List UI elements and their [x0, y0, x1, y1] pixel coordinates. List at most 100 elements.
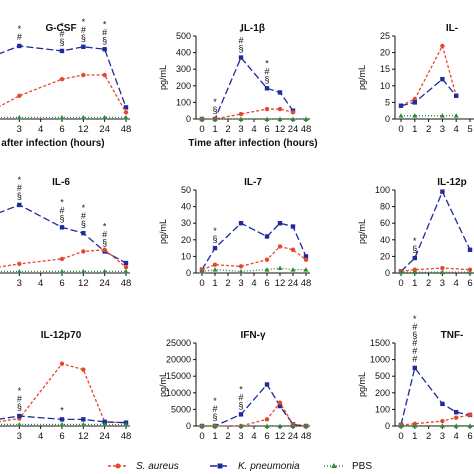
data-point	[303, 257, 309, 262]
data-point	[102, 47, 107, 52]
significance-mark: *	[103, 19, 107, 29]
data-point	[16, 421, 22, 427]
data-point	[123, 105, 129, 110]
data-point	[238, 221, 244, 226]
data-point	[59, 256, 65, 262]
data-point	[59, 48, 65, 54]
data-point	[123, 260, 129, 266]
legend: S. aureus K. pneumonia PBS	[108, 461, 372, 472]
x-tick-label: 2	[225, 124, 230, 135]
data-point	[303, 423, 309, 428]
data-point	[123, 268, 129, 274]
data-point	[277, 116, 283, 121]
data-point	[238, 264, 244, 269]
y-axis-label: pg/mL	[158, 65, 168, 90]
y-tick-label: 15000	[166, 371, 191, 381]
data-point	[238, 412, 244, 417]
x-tick-label: 6	[467, 431, 472, 442]
y-tick-label: 80	[380, 202, 390, 212]
data-point	[453, 113, 459, 118]
x-tick-label: 1	[412, 278, 417, 289]
x-tick-label: 0	[199, 124, 204, 135]
legend-item-s-aureus: S. aureus	[108, 461, 179, 472]
data-point	[212, 262, 218, 267]
significance-mark: *	[213, 226, 217, 236]
y-tick-label: 40	[380, 235, 390, 245]
data-point	[123, 264, 129, 270]
significance-mark: #	[102, 27, 107, 37]
x-tick-label: 1	[212, 431, 217, 442]
series-line	[201, 245, 307, 271]
series-k-pneumonia	[398, 189, 473, 274]
y-tick-label: 100	[176, 97, 191, 107]
data-point	[199, 268, 205, 274]
series-line	[201, 222, 307, 271]
data-point	[238, 268, 244, 274]
data-point	[412, 255, 417, 261]
significance-mark: #	[59, 205, 64, 215]
x-tick-label: 4	[38, 278, 43, 289]
legend-marker-k-pneumonia	[217, 463, 223, 469]
panel-title: IFN-γ	[241, 330, 266, 341]
data-point	[264, 257, 270, 262]
data-point	[277, 221, 283, 226]
series-line	[0, 204, 127, 264]
data-point	[102, 114, 108, 120]
panel-title: IL-12p	[437, 177, 466, 188]
x-tick-label: 4	[38, 124, 43, 135]
series-pbs	[398, 269, 473, 275]
significance-mark: *	[60, 405, 64, 415]
x-tick-label: 12	[275, 124, 286, 135]
significance-mark: *	[213, 97, 217, 107]
data-point	[264, 417, 270, 422]
data-point	[16, 268, 22, 274]
x-tick-label: 48	[301, 278, 312, 289]
significance-mark: *	[60, 21, 64, 31]
series-pbs	[199, 265, 309, 274]
x-tick-label: 3	[17, 431, 22, 442]
data-point	[81, 417, 86, 422]
y-axis-label: pg/mL	[357, 372, 367, 397]
x-tick-label: 0	[398, 278, 403, 289]
x-tick-label: 0	[398, 124, 403, 135]
significance-mark: §	[17, 402, 22, 412]
series-pbs	[199, 116, 309, 121]
data-point	[277, 423, 283, 428]
data-point	[412, 96, 417, 102]
y-tick-label: 5	[385, 97, 390, 107]
legend-item-pbs: PBS	[324, 461, 372, 472]
significance-mark: §	[102, 237, 107, 247]
x-tick-label: 24	[99, 431, 110, 442]
data-point	[440, 189, 445, 194]
x-tick-label: 12	[78, 431, 89, 442]
data-point	[59, 268, 65, 274]
data-point	[17, 93, 22, 98]
data-point	[412, 269, 418, 275]
series-s-aureus	[0, 247, 129, 270]
significance-mark: #	[59, 29, 64, 39]
x-tick-label: 2	[225, 278, 230, 289]
y-tick-label: 20	[380, 251, 390, 261]
data-point	[454, 415, 459, 420]
data-point	[467, 269, 473, 275]
series-pbs	[0, 268, 129, 274]
data-point	[290, 423, 296, 428]
x-tick-label: 4	[251, 278, 256, 289]
x-tick-label: 6	[467, 278, 472, 289]
data-point	[81, 230, 86, 236]
data-point	[59, 225, 65, 230]
data-point	[264, 267, 270, 272]
significance-mark: *	[82, 17, 86, 27]
series-line	[0, 415, 127, 424]
x-tick-label: 1	[212, 278, 217, 289]
series-line	[400, 44, 457, 107]
data-point	[123, 110, 129, 115]
data-point	[439, 423, 445, 428]
data-point	[123, 421, 129, 427]
significance-mark: *	[18, 386, 22, 396]
series-pbs	[199, 423, 309, 428]
x-tick-label: 6	[59, 124, 64, 135]
significance-mark: §	[212, 234, 217, 244]
y-tick-label: 10	[380, 81, 390, 91]
